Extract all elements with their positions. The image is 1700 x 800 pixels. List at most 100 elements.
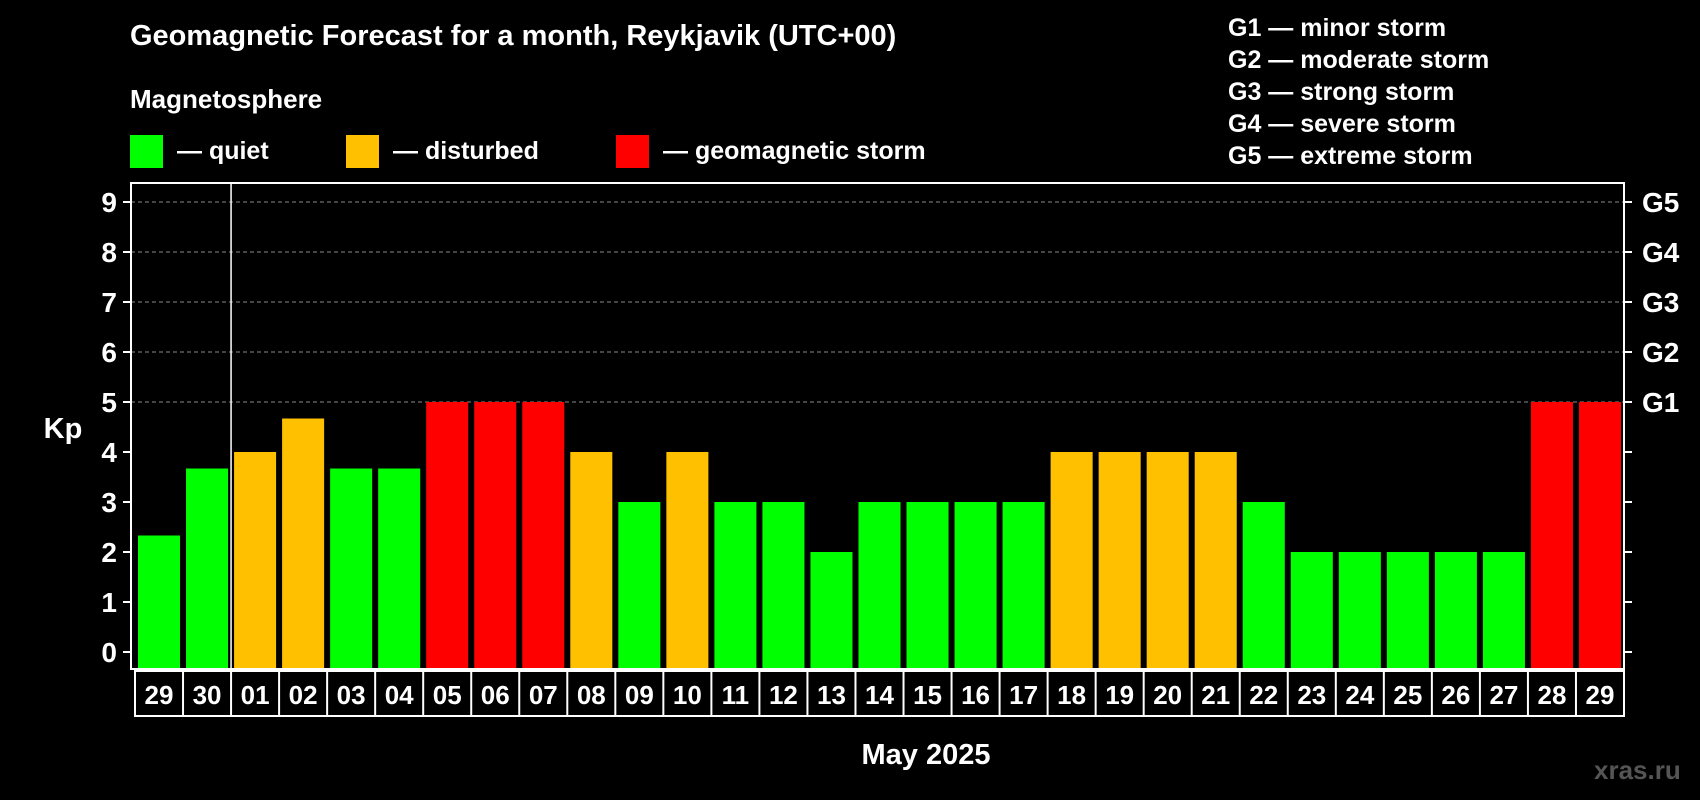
legend-title: Magnetosphere	[130, 84, 323, 114]
bar-26	[1386, 552, 1429, 668]
x-tick-label-21: 20	[1153, 680, 1182, 710]
x-tick-label-7: 06	[481, 680, 510, 710]
x-tick-label-4: 03	[337, 680, 366, 710]
bar-23	[1242, 502, 1285, 668]
right-tick-label-G2: G2	[1642, 337, 1679, 368]
y-tick-label-2: 2	[101, 537, 117, 568]
x-tick-label-2: 01	[241, 680, 270, 710]
bar-10	[618, 502, 661, 668]
x-tick-label-14: 13	[817, 680, 846, 710]
legend-swatch-disturbed	[346, 134, 379, 168]
bar-11	[666, 452, 709, 668]
x-tick-label-27: 26	[1441, 680, 1470, 710]
bar-6	[426, 402, 469, 668]
bar-19	[1050, 452, 1093, 668]
x-tick-label-22: 21	[1201, 680, 1230, 710]
legend-label-quiet: — quiet	[177, 136, 269, 165]
x-tick-label-16: 15	[913, 680, 942, 710]
x-axis-cell-frame	[134, 670, 1625, 717]
plot-frame	[130, 182, 1625, 670]
bar-15	[858, 502, 901, 668]
bar-20	[1098, 452, 1141, 668]
x-tick-label-29: 28	[1537, 680, 1566, 710]
bar-17	[954, 502, 997, 668]
x-axis-label: May 2025	[862, 739, 991, 771]
x-tick-label-8: 07	[529, 680, 558, 710]
bar-21	[1146, 452, 1189, 668]
x-tick-label-11: 10	[673, 680, 702, 710]
legend-item-quiet: — quiet	[130, 134, 269, 168]
bar-9	[570, 452, 613, 668]
bar-7	[474, 402, 517, 668]
x-tick-label-26: 25	[1393, 680, 1422, 710]
bar-4	[330, 468, 373, 668]
x-tick-label-25: 24	[1345, 680, 1374, 710]
legend-swatch-storm	[616, 134, 649, 168]
bar-14	[810, 552, 853, 668]
legend-item-disturbed: — disturbed	[346, 134, 539, 168]
right-tick-label-G5: G5	[1642, 187, 1679, 218]
x-tick-label-13: 12	[769, 680, 798, 710]
x-axis-date-cells: 29 30 01 02 03 04 05 06 07 08 09 10 11 12 13 14 15 16 17 18…	[134, 670, 1625, 717]
grid-lines	[131, 201, 1624, 403]
storm-scale-legend: G1 — minor storm G2 — moderate storm G3 …	[1228, 12, 1489, 172]
axes: 0 1 2 3 4 5 6 7 8 9 G1 G2 G3 G4 G5	[101, 182, 1680, 670]
x-tick-label-18: 17	[1009, 680, 1038, 710]
watermark: xras.ru	[1594, 755, 1681, 785]
storm-scale-g4: G4 — severe storm	[1228, 110, 1456, 138]
x-tick-label-10: 09	[625, 680, 654, 710]
x-tick-label-15: 14	[865, 680, 894, 710]
bar-24	[1290, 552, 1333, 668]
storm-scale-g1: G1 — minor storm	[1228, 14, 1447, 42]
legend-label-disturbed: — disturbed	[393, 136, 539, 165]
x-tick-label-12: 11	[722, 680, 750, 710]
x-tick-label-24: 23	[1297, 680, 1326, 710]
y-tick-label-7: 7	[101, 287, 117, 318]
right-tick-label-G4: G4	[1642, 237, 1680, 268]
bar-22	[1194, 452, 1237, 668]
y-tick-label-1: 1	[101, 587, 117, 618]
y-tick-label-5: 5	[101, 387, 117, 418]
bar-29	[1530, 402, 1573, 668]
bar-0	[138, 535, 181, 668]
bar-13	[762, 502, 805, 668]
x-tick-label-23: 22	[1249, 680, 1278, 710]
y-tick-label-9: 9	[101, 187, 117, 218]
bars	[138, 402, 1621, 668]
x-tick-label-1: 30	[193, 680, 222, 710]
x-tick-label-30: 29	[1586, 680, 1615, 710]
x-tick-label-20: 19	[1105, 680, 1134, 710]
bar-30	[1578, 402, 1621, 668]
x-tick-label-19: 18	[1057, 680, 1086, 710]
legend-label-storm: — geomagnetic storm	[663, 136, 926, 165]
bar-1	[186, 468, 229, 668]
right-tick-label-G1: G1	[1642, 387, 1679, 418]
y-tick-label-8: 8	[101, 237, 117, 268]
storm-scale-g2: G2 — moderate storm	[1228, 46, 1490, 74]
y-tick-label-6: 6	[101, 337, 117, 368]
y-tick-label-4: 4	[101, 437, 117, 468]
x-tick-label-6: 05	[433, 680, 462, 710]
bar-27	[1434, 552, 1477, 668]
bar-28	[1482, 552, 1525, 668]
x-tick-label-17: 16	[961, 680, 990, 710]
storm-scale-g3: G3 — strong storm	[1228, 78, 1455, 106]
legend-item-storm: — geomagnetic storm	[616, 134, 926, 168]
y-axis-label: Kp	[44, 413, 83, 445]
legend-swatch-quiet	[130, 134, 163, 168]
bar-3	[282, 418, 325, 668]
bar-8	[522, 402, 565, 668]
bar-25	[1338, 552, 1381, 668]
chart-title: Geomagnetic Forecast for a month, Reykja…	[130, 20, 897, 52]
x-tick-label-3: 02	[289, 680, 318, 710]
x-tick-label-28: 27	[1489, 680, 1518, 710]
y-tick-label-0: 0	[101, 637, 117, 668]
x-tick-label-0: 29	[145, 680, 174, 710]
bar-5	[378, 468, 421, 668]
y-tick-label-3: 3	[101, 487, 117, 518]
x-tick-label-9: 08	[577, 680, 606, 710]
bar-2	[234, 452, 277, 668]
bar-16	[906, 502, 949, 668]
bar-12	[714, 502, 757, 668]
